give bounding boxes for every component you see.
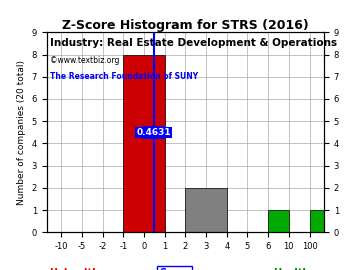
Bar: [185, 188, 227, 232]
Text: Industry: Real Estate Development & Operations: Industry: Real Estate Development & Oper…: [50, 38, 337, 48]
Text: Healthy: Healthy: [273, 268, 316, 270]
Text: Score: Score: [159, 268, 190, 270]
Title: Z-Score Histogram for STRS (2016): Z-Score Histogram for STRS (2016): [62, 19, 309, 32]
Bar: [123, 55, 165, 232]
Bar: [310, 210, 330, 232]
Text: Unhealthy: Unhealthy: [50, 268, 106, 270]
Text: The Research Foundation of SUNY: The Research Foundation of SUNY: [50, 72, 198, 81]
Y-axis label: Number of companies (20 total): Number of companies (20 total): [17, 60, 26, 205]
Bar: [268, 210, 289, 232]
Text: ©www.textbiz.org: ©www.textbiz.org: [50, 56, 119, 65]
Text: 0.4631: 0.4631: [136, 128, 171, 137]
